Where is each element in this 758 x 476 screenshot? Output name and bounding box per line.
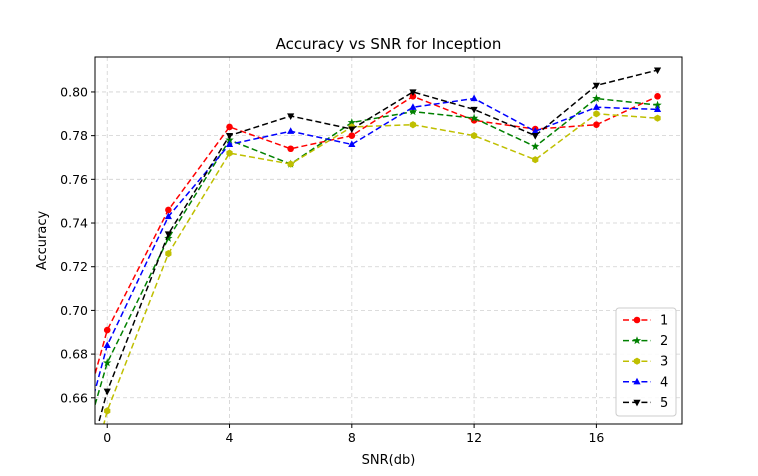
series-layer (95, 67, 662, 424)
legend: 1 2 3 4 5 (615, 307, 677, 417)
grid (95, 57, 682, 424)
data-point (532, 156, 539, 164)
data-point (470, 106, 478, 114)
x-tick-label: 4 (226, 430, 234, 445)
data-point (348, 140, 356, 147)
y-tick-label: 0.74 (60, 216, 88, 231)
data-point (225, 140, 234, 147)
data-point (654, 93, 661, 100)
x-tick-label: 0 (103, 430, 111, 445)
data-point (593, 121, 600, 129)
x-tick-label: 16 (588, 430, 604, 445)
data-point (225, 133, 234, 140)
data-point (164, 231, 172, 238)
y-tick-label: 0.80 (60, 84, 88, 99)
data-point (164, 212, 172, 220)
legend-marker-3 (633, 357, 641, 365)
data-point (348, 126, 356, 134)
y-tick-label: 0.78 (60, 128, 88, 143)
data-point (592, 82, 600, 90)
data-point (593, 110, 600, 118)
series-1 (95, 93, 661, 378)
chart-title: Accuracy vs SNR for Inception (276, 35, 502, 53)
data-point (469, 113, 479, 122)
data-point (103, 358, 112, 367)
data-point (165, 250, 172, 258)
y-tick-label: 0.72 (60, 259, 88, 274)
y-tick-label: 0.66 (60, 390, 88, 405)
legend-label-5: 5 (660, 396, 668, 411)
ticks: 0 4 8 12 16 0.66 0.68 0.70 0.72 0.74 0.76 0.78 0.80 (60, 84, 604, 445)
series-line-4 (95, 97, 658, 394)
data-point (408, 107, 418, 116)
data-point (592, 103, 600, 110)
legend-box (615, 307, 677, 417)
x-tick-label: 12 (466, 430, 482, 445)
data-point (592, 94, 601, 103)
data-point (654, 114, 661, 122)
data-point (409, 93, 417, 100)
data-point (287, 113, 295, 120)
data-point (653, 105, 662, 113)
series-5 (97, 67, 662, 424)
y-tick-label: 0.70 (60, 303, 88, 318)
data-point (165, 206, 172, 214)
data-point (409, 121, 417, 129)
legend-marker-2 (632, 336, 642, 345)
y-tick-label: 0.76 (60, 172, 88, 187)
data-point (531, 133, 539, 140)
legend-label-1: 1 (660, 314, 668, 329)
data-point (103, 341, 111, 348)
legend-label-2: 2 (660, 334, 668, 349)
data-point (287, 145, 294, 153)
series-4 (95, 94, 662, 394)
data-point (470, 94, 478, 102)
legend-label-4: 4 (660, 375, 668, 390)
x-tick-label: 8 (348, 430, 356, 445)
legend-marker-4 (633, 377, 641, 385)
data-point (103, 388, 111, 396)
data-point (287, 127, 295, 134)
data-point (653, 100, 662, 109)
data-point (531, 127, 539, 134)
legend-label-3: 3 (660, 355, 668, 370)
legend-marker-1 (633, 316, 641, 324)
data-point (531, 142, 540, 151)
data-point (409, 103, 417, 110)
data-point (348, 132, 356, 139)
y-tick-label: 0.68 (60, 347, 88, 362)
data-point (103, 326, 111, 334)
data-point (653, 67, 662, 75)
data-point (226, 149, 233, 157)
data-point (287, 160, 294, 168)
data-point (347, 118, 356, 127)
plot-frame (94, 56, 683, 425)
data-point (409, 89, 417, 96)
legend-marker-5 (633, 399, 641, 407)
x-axis-label: SNR(db) (362, 453, 416, 468)
data-point (226, 123, 233, 131)
y-axis-label: Accuracy (35, 211, 50, 271)
data-point (104, 407, 111, 415)
data-point (470, 132, 478, 140)
